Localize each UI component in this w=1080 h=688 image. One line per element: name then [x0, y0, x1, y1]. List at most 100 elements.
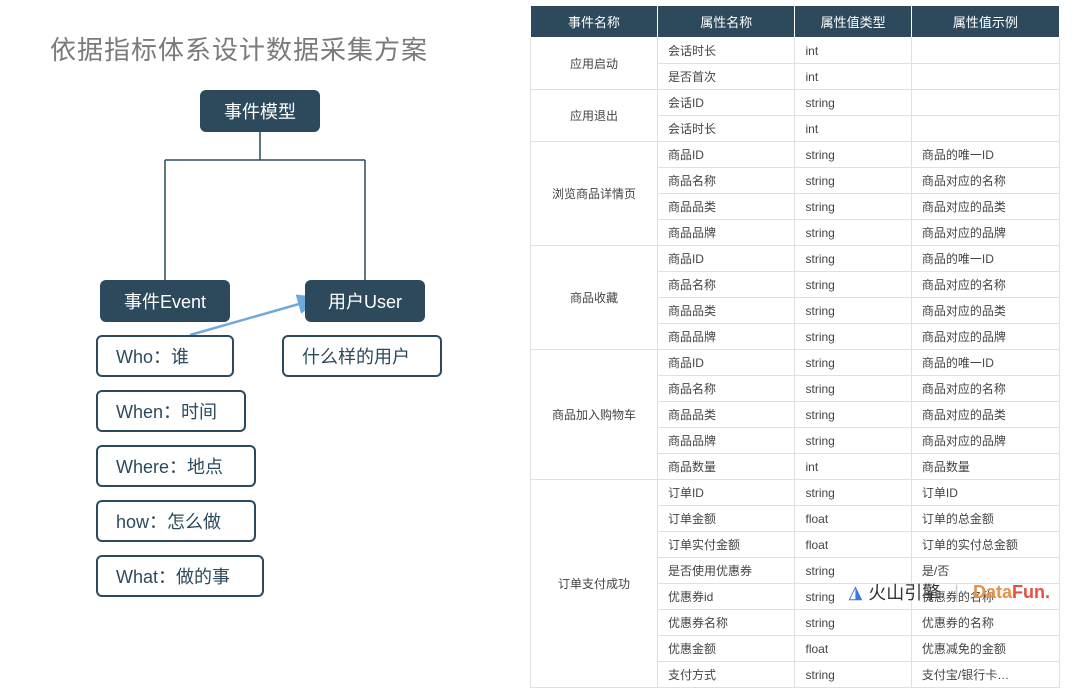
node-user-item-0: 什么样的用户	[282, 335, 442, 377]
cell-type: string	[795, 246, 911, 272]
cell-example: 优惠减免的金额	[911, 636, 1059, 662]
cell-example: 商品对应的品类	[911, 194, 1059, 220]
cell-attr: 会话ID	[657, 90, 795, 116]
table-header-2: 属性值类型	[795, 6, 911, 38]
cell-attr: 商品名称	[657, 168, 795, 194]
cell-attr: 商品品牌	[657, 220, 795, 246]
cell-type: int	[795, 454, 911, 480]
logo-vulcan: ◮ 火山引擎	[848, 579, 940, 605]
cell-example	[911, 64, 1059, 90]
table-row: 浏览商品详情页商品IDstring商品的唯一ID	[531, 142, 1060, 168]
node-event-item-4: What：做的事	[96, 555, 264, 597]
table-row: 应用退出会话IDstring	[531, 90, 1060, 116]
cell-example: 商品的唯一ID	[911, 246, 1059, 272]
cell-example: 订单的总金额	[911, 506, 1059, 532]
cell-attr: 商品数量	[657, 454, 795, 480]
cell-example: 商品对应的品类	[911, 298, 1059, 324]
cell-type: string	[795, 610, 911, 636]
node-root: 事件模型	[200, 90, 320, 132]
cell-example: 商品对应的名称	[911, 168, 1059, 194]
cell-type: float	[795, 506, 911, 532]
cell-attr: 商品品类	[657, 402, 795, 428]
event-cell: 订单支付成功	[531, 480, 658, 688]
table-header-3: 属性值示例	[911, 6, 1059, 38]
event-cell: 应用启动	[531, 38, 658, 90]
table-row: 应用启动会话时长int	[531, 38, 1060, 64]
cell-type: string	[795, 272, 911, 298]
cell-type: string	[795, 168, 911, 194]
cell-attr: 商品品牌	[657, 324, 795, 350]
event-cell: 商品加入购物车	[531, 350, 658, 480]
cell-attr: 商品名称	[657, 376, 795, 402]
table-row: 商品加入购物车商品IDstring商品的唯一ID	[531, 350, 1060, 376]
cell-attr: 支付方式	[657, 662, 795, 688]
table-row: 订单支付成功订单IDstring订单ID	[531, 480, 1060, 506]
cell-type: float	[795, 636, 911, 662]
cell-type: string	[795, 402, 911, 428]
cell-attr: 商品ID	[657, 142, 795, 168]
cell-attr: 优惠券id	[657, 584, 795, 610]
page-title: 依据指标体系设计数据采集方案	[50, 30, 428, 67]
cell-example: 商品对应的品牌	[911, 428, 1059, 454]
table-row: 商品收藏商品IDstring商品的唯一ID	[531, 246, 1060, 272]
cell-attr: 订单金额	[657, 506, 795, 532]
node-user-head: 用户User	[305, 280, 425, 322]
node-event-item-1: When：时间	[96, 390, 246, 432]
cell-example: 订单ID	[911, 480, 1059, 506]
cell-type: string	[795, 142, 911, 168]
cell-type: string	[795, 220, 911, 246]
event-cell: 应用退出	[531, 90, 658, 142]
cell-type: string	[795, 480, 911, 506]
cell-example: 优惠券的名称	[911, 610, 1059, 636]
table-header-1: 属性名称	[657, 6, 795, 38]
cell-example: 商品对应的名称	[911, 272, 1059, 298]
cell-type: string	[795, 662, 911, 688]
cell-type: int	[795, 64, 911, 90]
node-event-item-3: how：怎么做	[96, 500, 256, 542]
vulcan-icon: ◮	[848, 582, 862, 603]
cell-example: 支付宝/银行卡…	[911, 662, 1059, 688]
cell-example: 商品的唯一ID	[911, 350, 1059, 376]
cell-attr: 是否使用优惠券	[657, 558, 795, 584]
event-cell: 商品收藏	[531, 246, 658, 350]
cell-example: 商品数量	[911, 454, 1059, 480]
event-cell: 浏览商品详情页	[531, 142, 658, 246]
cell-type: string	[795, 428, 911, 454]
cell-example: 订单的实付总金额	[911, 532, 1059, 558]
cell-type: string	[795, 298, 911, 324]
cell-type: string	[795, 90, 911, 116]
diagram-connectors	[60, 90, 460, 570]
cell-attr: 订单实付金额	[657, 532, 795, 558]
logo-datafun: DataFun.	[973, 582, 1050, 603]
diagram-zone: 事件模型事件Event 用户User Who：谁 When：时间 Where：地点 how…	[60, 90, 460, 570]
cell-attr: 商品ID	[657, 246, 795, 272]
cell-attr: 商品ID	[657, 350, 795, 376]
cell-attr: 订单ID	[657, 480, 795, 506]
cell-example: 商品的唯一ID	[911, 142, 1059, 168]
table-header-0: 事件名称	[531, 6, 658, 38]
cell-type: string	[795, 194, 911, 220]
cell-attr: 优惠金额	[657, 636, 795, 662]
cell-example: 商品对应的品牌	[911, 220, 1059, 246]
cell-attr: 优惠券名称	[657, 610, 795, 636]
vulcan-text: 火山引擎	[868, 579, 940, 605]
cell-type: string	[795, 324, 911, 350]
cell-attr: 会话时长	[657, 116, 795, 142]
cell-attr: 商品品牌	[657, 428, 795, 454]
node-event-item-2: Where：地点	[96, 445, 256, 487]
cell-example	[911, 116, 1059, 142]
footer-logos: ◮ 火山引擎 | DataFun.	[848, 579, 1050, 605]
cell-example	[911, 38, 1059, 64]
cell-example	[911, 90, 1059, 116]
cell-type: int	[795, 116, 911, 142]
cell-type: string	[795, 350, 911, 376]
logo-separator: |	[954, 582, 959, 603]
node-event-item-0: Who：谁	[96, 335, 234, 377]
cell-attr: 商品品类	[657, 194, 795, 220]
cell-attr: 商品名称	[657, 272, 795, 298]
cell-example: 商品对应的品类	[911, 402, 1059, 428]
cell-example: 商品对应的品牌	[911, 324, 1059, 350]
node-event-head: 事件Event	[100, 280, 230, 322]
cell-attr: 会话时长	[657, 38, 795, 64]
cell-attr: 商品品类	[657, 298, 795, 324]
